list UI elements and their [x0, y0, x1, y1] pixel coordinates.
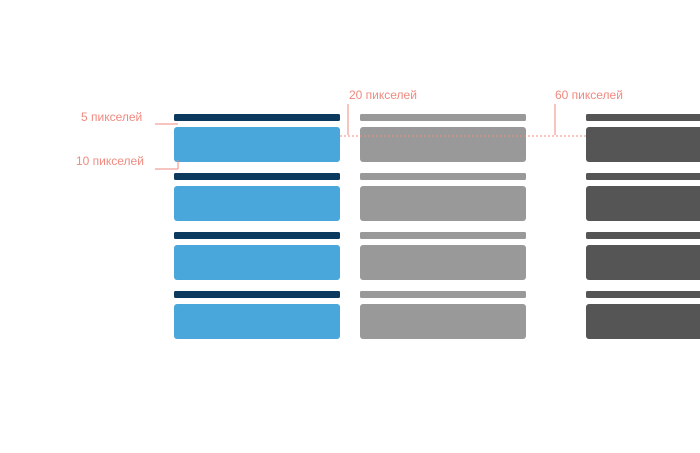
- content-block-blue: [174, 127, 340, 162]
- heading-bar-blue: [174, 291, 340, 298]
- heading-bar-blue: [174, 114, 340, 121]
- heading-bar-dark: [586, 114, 700, 121]
- label-60px: 60 пикселей: [555, 88, 623, 102]
- label-20px: 20 пикселей: [349, 88, 417, 102]
- heading-bar-blue: [174, 173, 340, 180]
- column-dark: [586, 114, 700, 339]
- heading-bar-gray: [360, 291, 526, 298]
- heading-bar-blue: [174, 232, 340, 239]
- heading-bar-gray: [360, 114, 526, 121]
- content-block-dark: [586, 186, 700, 221]
- content-block-dark: [586, 304, 700, 339]
- label-10px: 10 пикселей: [76, 154, 144, 168]
- heading-bar-gray: [360, 173, 526, 180]
- content-block-gray: [360, 127, 526, 162]
- heading-bar-dark: [586, 173, 700, 180]
- content-block-gray: [360, 186, 526, 221]
- column-gray: [360, 114, 526, 339]
- content-block-blue: [174, 304, 340, 339]
- label-5px: 5 пикселей: [81, 110, 142, 124]
- content-block-dark: [586, 245, 700, 280]
- content-block-gray: [360, 245, 526, 280]
- heading-bar-dark: [586, 291, 700, 298]
- content-block-blue: [174, 186, 340, 221]
- heading-bar-gray: [360, 232, 526, 239]
- content-block-gray: [360, 304, 526, 339]
- content-block-dark: [586, 127, 700, 162]
- content-block-blue: [174, 245, 340, 280]
- annotation-lines: [155, 104, 586, 170]
- heading-bar-dark: [586, 232, 700, 239]
- column-blue: [174, 114, 340, 339]
